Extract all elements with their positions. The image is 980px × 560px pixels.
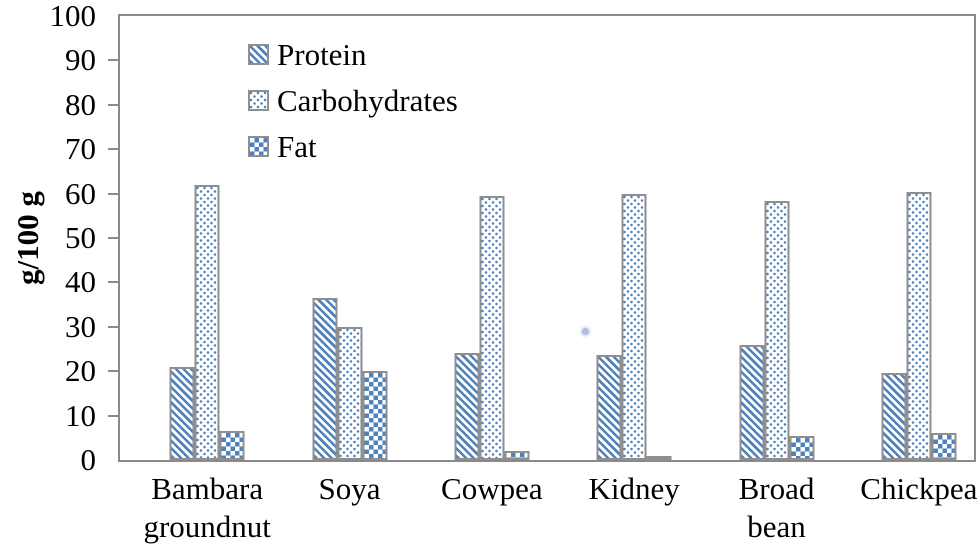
y-tick-label-60: 60 (65, 175, 96, 211)
x-tick-label-broad-bean: Broad bean (739, 470, 815, 546)
x-tick-label-line: Chickpea (860, 471, 978, 506)
bar-group-kidney (596, 194, 672, 460)
x-tick-label-line: Soya (318, 471, 381, 506)
y-tick-label-100: 100 (49, 0, 97, 33)
x-tick-label-line: groundnut (143, 509, 271, 544)
legend-swatch-checkerboard-icon (248, 136, 269, 157)
y-tick-label-10: 10 (65, 397, 96, 433)
legend-item-fat: Fat (248, 130, 458, 163)
bar-carbohydrates-chickpea (906, 192, 932, 460)
y-tick-mark (108, 370, 118, 373)
legend-swatch-diagonal-stripes-icon (248, 44, 269, 65)
x-tick-label-line: Cowpea (441, 471, 543, 506)
y-tick-mark (108, 148, 118, 151)
bar-protein-kidney (596, 355, 622, 460)
bar-fat-bambara-groundnut (219, 431, 245, 460)
stray-dot-artifact (582, 328, 589, 335)
x-tick-label-line: bean (747, 509, 806, 544)
x-tick-label-line: Kidney (588, 471, 680, 506)
x-tick-label-line: Bambara (151, 471, 264, 506)
legend-item-protein: Protein (248, 38, 458, 71)
y-tick-label-50: 50 (65, 220, 96, 255)
x-tick-label-line: Broad (738, 471, 815, 506)
bar-group-cowpea (454, 196, 530, 460)
bar-fat-broad-bean (789, 436, 814, 460)
bar-carbohydrates-broad-bean (764, 201, 789, 460)
y-tick-label-40: 40 (65, 264, 96, 300)
y-tick-label-90: 90 (65, 42, 96, 78)
x-tick-label-kidney: Kidney (589, 470, 680, 508)
bar-carbohydrates-soya (337, 327, 362, 460)
bar-fat-kidney (646, 456, 672, 460)
x-tick-label-cowpea: Cowpea (441, 470, 543, 508)
y-tick-label-20: 20 (65, 353, 96, 389)
bar-fat-soya (362, 371, 387, 460)
y-axis-tick-labels: 0 10 20 30 40 50 60 70 80 90 100 (0, 0, 97, 560)
bar-protein-broad-bean (739, 345, 764, 460)
y-tick-mark (108, 414, 118, 417)
bar-protein-chickpea (881, 373, 907, 460)
bar-carbohydrates-bambara-groundnut (194, 185, 220, 460)
y-tick-label-80: 80 (65, 86, 96, 122)
legend-label-carbohydrates: Carbohydrates (277, 83, 458, 118)
y-tick-mark (108, 103, 118, 106)
y-tick-mark (108, 59, 118, 62)
bar-carbohydrates-cowpea (479, 196, 505, 460)
bar-protein-soya (312, 298, 337, 460)
x-tick-label-bambara-groundnut: Bambara groundnut (143, 470, 270, 546)
bar-group-broad-bean (739, 201, 814, 460)
y-tick-mark (108, 281, 118, 284)
y-tick-label-70: 70 (65, 131, 96, 167)
x-tick-label-soya: Soya (319, 470, 381, 508)
bar-fat-chickpea (931, 433, 957, 460)
bar-fat-cowpea (504, 451, 530, 460)
bar-protein-bambara-groundnut (169, 367, 195, 460)
x-tick-label-chickpea: Chickpea (860, 470, 977, 508)
plot-area: Protein Carbohydrates Fat (108, 14, 976, 462)
bar-protein-cowpea (454, 353, 480, 460)
y-tick-mark (108, 192, 118, 195)
y-tick-mark (108, 325, 118, 328)
y-tick-label-30: 30 (65, 308, 96, 344)
legend-item-carbohydrates: Carbohydrates (248, 84, 458, 117)
bar-group-bambara-groundnut (169, 185, 245, 460)
bar-carbohydrates-kidney (621, 194, 647, 460)
legend-label-protein: Protein (277, 37, 367, 72)
legend-label-fat: Fat (277, 129, 317, 164)
legend-swatch-dots-icon (248, 90, 269, 111)
bar-group-soya (312, 298, 387, 460)
x-axis-labels: Bambara groundnut Soya Cowpea Kidney Broad bea… (0, 470, 980, 560)
legend: Protein Carbohydrates Fat (248, 38, 458, 176)
y-tick-label-0: 0 (80, 442, 97, 477)
bar-group-chickpea (881, 192, 957, 460)
y-tick-mark (108, 237, 118, 239)
